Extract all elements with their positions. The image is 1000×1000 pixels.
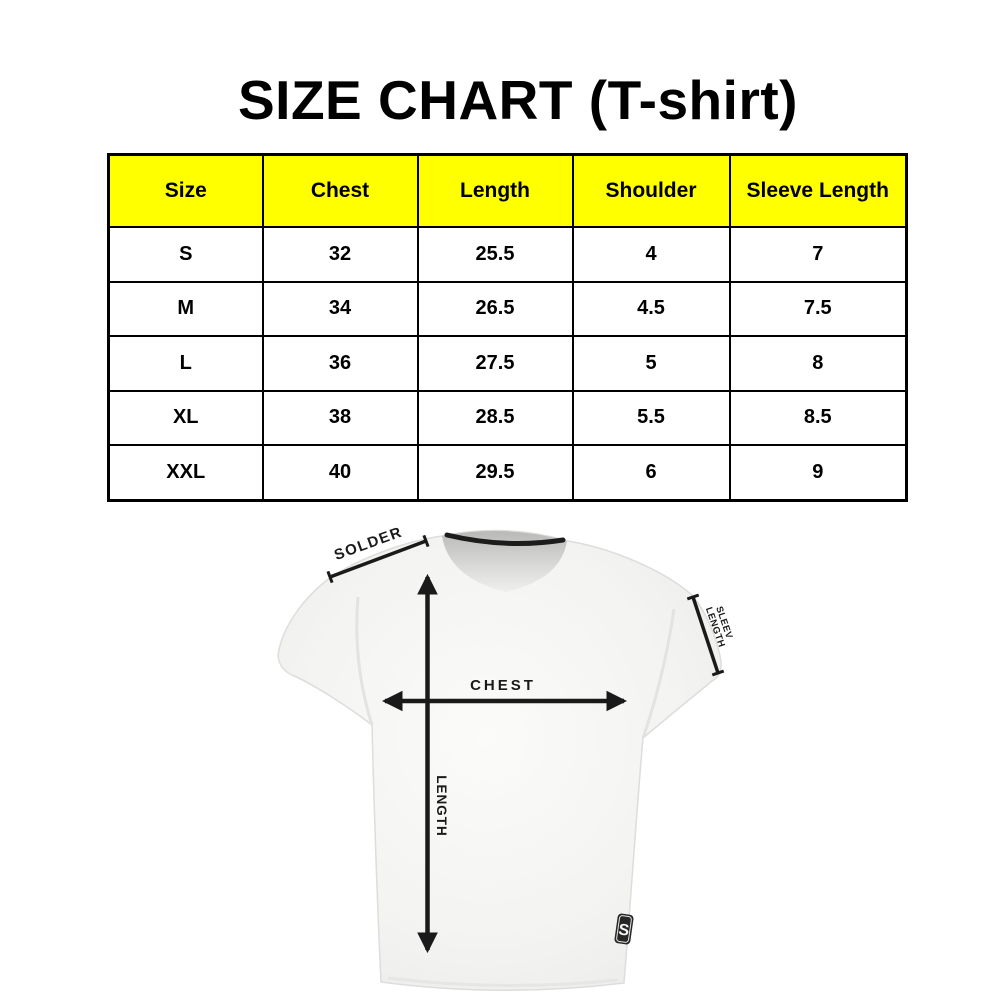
brand-logo-tag: S bbox=[614, 913, 634, 945]
shoulder-measure-line bbox=[329, 539, 427, 579]
length-cell: 28.5 bbox=[416, 389, 574, 446]
shoulder-cell: 5.5 bbox=[571, 389, 731, 446]
chest-cell: 34 bbox=[261, 280, 419, 337]
sleeve-cell: 7 bbox=[728, 226, 908, 283]
header-cell-sleeve-length: Sleeve Length bbox=[728, 153, 908, 228]
size-cell: M bbox=[107, 280, 264, 337]
hem-shadow bbox=[387, 976, 619, 988]
size-cell: L bbox=[107, 335, 264, 392]
chest-cell: 32 bbox=[261, 226, 419, 283]
length-cell: 27.5 bbox=[416, 335, 574, 392]
size-cell: XXL bbox=[107, 444, 264, 501]
sleeve-cell: 9 bbox=[728, 444, 908, 501]
shoulder-measure-tick-right bbox=[422, 534, 430, 548]
chest-label: CHEST bbox=[470, 677, 536, 694]
sleeve-cell: 8.5 bbox=[728, 389, 908, 446]
shoulder-measure-tick-left bbox=[326, 570, 334, 584]
tshirt-measurement-diagram: SOLDER SLEEV LENGTH LENGTH CHEST S bbox=[277, 524, 735, 991]
header-cell-shoulder: Shoulder bbox=[571, 153, 731, 228]
left-sleeve-seam bbox=[355, 596, 374, 726]
size-table: Size Chest Length Shoulder Sleeve Length… bbox=[107, 153, 908, 502]
length-cell: 25.5 bbox=[416, 226, 574, 283]
logo-letter: S bbox=[617, 921, 630, 939]
table-row: XXL 40 29.5 6 9 bbox=[107, 444, 908, 501]
neck-opening bbox=[442, 531, 567, 592]
table-header-row: Size Chest Length Shoulder Sleeve Length bbox=[107, 153, 908, 228]
length-label: LENGTH bbox=[434, 775, 449, 837]
size-cell: XL bbox=[107, 389, 264, 446]
header-cell-length: Length bbox=[416, 153, 574, 228]
tshirt-body bbox=[277, 529, 722, 991]
shoulder-cell: 4.5 bbox=[571, 280, 731, 337]
shoulder-cell: 6 bbox=[571, 444, 731, 501]
header-cell-chest: Chest bbox=[261, 153, 419, 228]
sleeve-cell: 7.5 bbox=[728, 280, 908, 337]
length-cell: 29.5 bbox=[416, 444, 574, 501]
chest-cell: 38 bbox=[261, 389, 419, 446]
length-cell: 26.5 bbox=[416, 280, 574, 337]
collar-band bbox=[444, 532, 566, 547]
table-row: S 32 25.5 4 7 bbox=[107, 226, 908, 283]
sleeve-cell: 8 bbox=[728, 335, 908, 392]
page-title: SIZE CHART (T-shirt) bbox=[238, 69, 798, 131]
table-row: M 34 26.5 4.5 7.5 bbox=[107, 280, 908, 337]
right-sleeve-seam bbox=[641, 608, 676, 739]
shoulder-cell: 5 bbox=[571, 335, 731, 392]
shoulder-cell: 4 bbox=[571, 226, 731, 283]
table-row: L 36 27.5 5 8 bbox=[107, 335, 908, 392]
sleeve-measure-tick-bottom bbox=[711, 669, 725, 677]
size-cell: S bbox=[107, 226, 264, 283]
chest-cell: 40 bbox=[261, 444, 419, 501]
header-cell-size: Size bbox=[107, 153, 264, 228]
table-row: XL 38 28.5 5.5 8.5 bbox=[107, 389, 908, 446]
sleeve-measure-line bbox=[691, 596, 720, 674]
sleeve-measure-tick-top bbox=[686, 593, 700, 601]
chest-cell: 36 bbox=[261, 335, 419, 392]
